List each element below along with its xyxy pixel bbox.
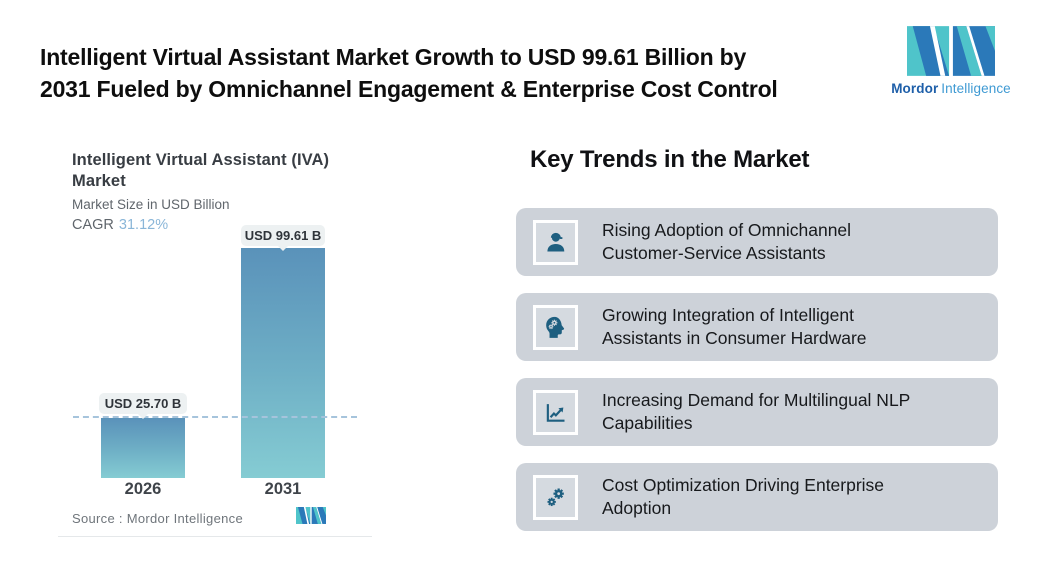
reference-dashed-line [73, 416, 357, 418]
panel-divider [58, 536, 372, 537]
x-axis-label-2031: 2031 [264, 480, 302, 498]
chart-title-line2: Market [72, 172, 126, 190]
trend-text-line2: Capabilities [602, 413, 693, 433]
brand-name-bold: Mordor [891, 81, 939, 96]
bar-value-label-2026: USD 25.70 B [99, 393, 187, 419]
chart-title-line1: Intelligent Virtual Assistant (IVA) [72, 151, 330, 169]
source-attribution: Source : Mordor Intelligence [72, 511, 243, 526]
icon-tile [533, 389, 578, 435]
trend-cards: Rising Adoption of Omnichannel Customer-… [516, 208, 998, 531]
trend-card-text: Increasing Demand for Multilingual NLP C… [602, 389, 910, 435]
x-axis-label-2026: 2026 [124, 480, 162, 498]
trend-card-text: Growing Integration of Intelligent Assis… [602, 304, 867, 350]
bar-value-label-2031: USD 99.61 B [241, 225, 325, 251]
trend-text-line1: Increasing Demand for Multilingual NLP [602, 390, 911, 410]
trend-card-text: Cost Optimization Driving Enterprise Ado… [602, 474, 884, 520]
trend-card-multilingual-nlp: Increasing Demand for Multilingual NLP C… [516, 378, 998, 446]
page-title-line2: 2031 Fueled by Omnichannel Engagement & … [40, 76, 778, 103]
key-trends-heading: Key Trends in the Market [530, 146, 810, 173]
chart-cagr: CAGR 31.12% [72, 217, 168, 233]
market-chart-panel: Intelligent Virtual Assistant (IVA) Mark… [58, 140, 372, 542]
bar-2031 [241, 248, 325, 478]
trend-card-omnichannel: Rising Adoption of Omnichannel Customer-… [516, 208, 998, 276]
headset-agent-icon [547, 232, 565, 251]
chart-title: Intelligent Virtual Assistant (IVA) Mark… [72, 150, 329, 192]
trend-card-cost-optimization: Cost Optimization Driving Enterprise Ado… [516, 463, 998, 531]
gears-icon [547, 488, 564, 506]
line-chart-growth-icon [546, 403, 565, 422]
trend-text-line1: Rising Adoption of Omnichannel [602, 220, 852, 240]
brand-name: Mordor Intelligence [888, 81, 1014, 96]
icon-tile [533, 474, 578, 520]
brand-name-light: Intelligence [941, 81, 1011, 96]
trend-text-line2: Adoption [602, 498, 672, 518]
page-title-line1: Intelligent Virtual Assistant Market Gro… [40, 44, 747, 71]
icon-tile [533, 304, 578, 350]
brand-logo: Mordor Intelligence [888, 22, 1014, 96]
cagr-value: 31.12% [118, 217, 169, 233]
page-title: Intelligent Virtual Assistant Market Gro… [40, 41, 778, 105]
mordor-intelligence-mini-logo-icon [296, 507, 326, 524]
trend-card-consumer-hardware: Growing Integration of Intelligent Assis… [516, 293, 998, 361]
cagr-label: CAGR [72, 217, 114, 233]
bar-2026 [101, 418, 185, 478]
mordor-intelligence-logo-icon [907, 26, 995, 76]
trend-text-line2: Customer-Service Assistants [602, 243, 826, 263]
trend-text-line1: Growing Integration of Intelligent [602, 305, 854, 325]
trend-text-line1: Cost Optimization Driving Enterprise [602, 475, 885, 495]
head-gears-icon [546, 316, 565, 338]
icon-tile [533, 219, 578, 265]
trend-text-line2: Assistants in Consumer Hardware [602, 328, 867, 348]
trend-card-text: Rising Adoption of Omnichannel Customer-… [602, 219, 851, 265]
chart-subtitle: Market Size in USD Billion [72, 197, 230, 212]
